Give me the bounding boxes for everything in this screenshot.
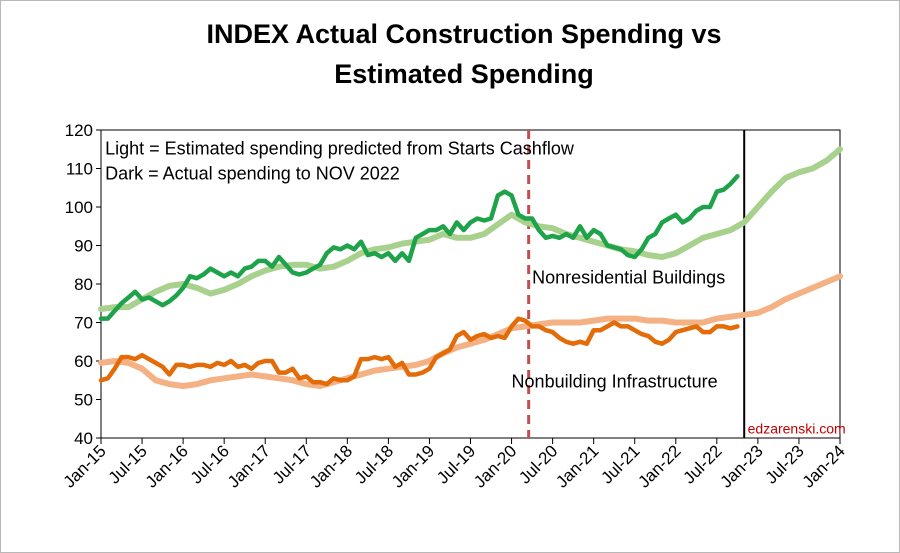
series-line-1	[98, 173, 740, 321]
series-line-3	[98, 316, 740, 387]
chart-title-line-1: INDEX Actual Construction Spending vs	[206, 19, 721, 49]
annotation-0: Light = Estimated spending predicted fro…	[105, 138, 575, 158]
y-tick-label: 70	[74, 314, 93, 333]
y-tick-label: 120	[65, 121, 93, 140]
x-tick-label: Jan-17	[224, 441, 274, 491]
series-line-2	[98, 273, 843, 389]
x-tick-label: Jan-21	[552, 441, 602, 491]
y-tick-label: 60	[74, 352, 93, 371]
y-tick-label: 100	[65, 198, 93, 217]
annotation-3: Nonbuilding Infrastructure	[512, 371, 718, 391]
x-tick-label: Jan-16	[142, 441, 192, 491]
series-layer	[98, 146, 843, 389]
series-line-0	[98, 146, 843, 312]
x-tick-label: Jan-15	[60, 441, 110, 491]
chart-title-line-2: Estimated Spending	[334, 59, 594, 89]
x-tick-label: Jan-19	[388, 441, 438, 491]
y-tick-label: 50	[74, 391, 93, 410]
x-tick-label: Jan-23	[717, 441, 767, 491]
annotations: Light = Estimated spending predicted fro…	[105, 138, 846, 436]
x-tick-label: Jan-24	[799, 441, 849, 491]
x-tick-label: Jan-18	[306, 441, 356, 491]
annotation-1: Dark = Actual spending to NOV 2022	[105, 163, 400, 183]
x-tick-label: Jan-20	[470, 441, 520, 491]
annotation-2: Nonresidential Buildings	[532, 267, 725, 287]
reference-lines	[527, 130, 746, 438]
source-credit: edzarenski.com	[748, 420, 846, 436]
x-axis: Jan-15Jul-15Jan-16Jul-16Jan-17Jul-17Jan-…	[60, 438, 849, 492]
x-tick-label: Jan-22	[634, 441, 684, 491]
y-axis: 40 50 60 70 80 90 100 110 120	[65, 121, 101, 448]
y-tick-label: 110	[66, 160, 93, 179]
y-tick-label: 90	[74, 237, 93, 256]
y-tick-label: 80	[74, 275, 93, 294]
y-tick-label: 40	[74, 429, 93, 448]
